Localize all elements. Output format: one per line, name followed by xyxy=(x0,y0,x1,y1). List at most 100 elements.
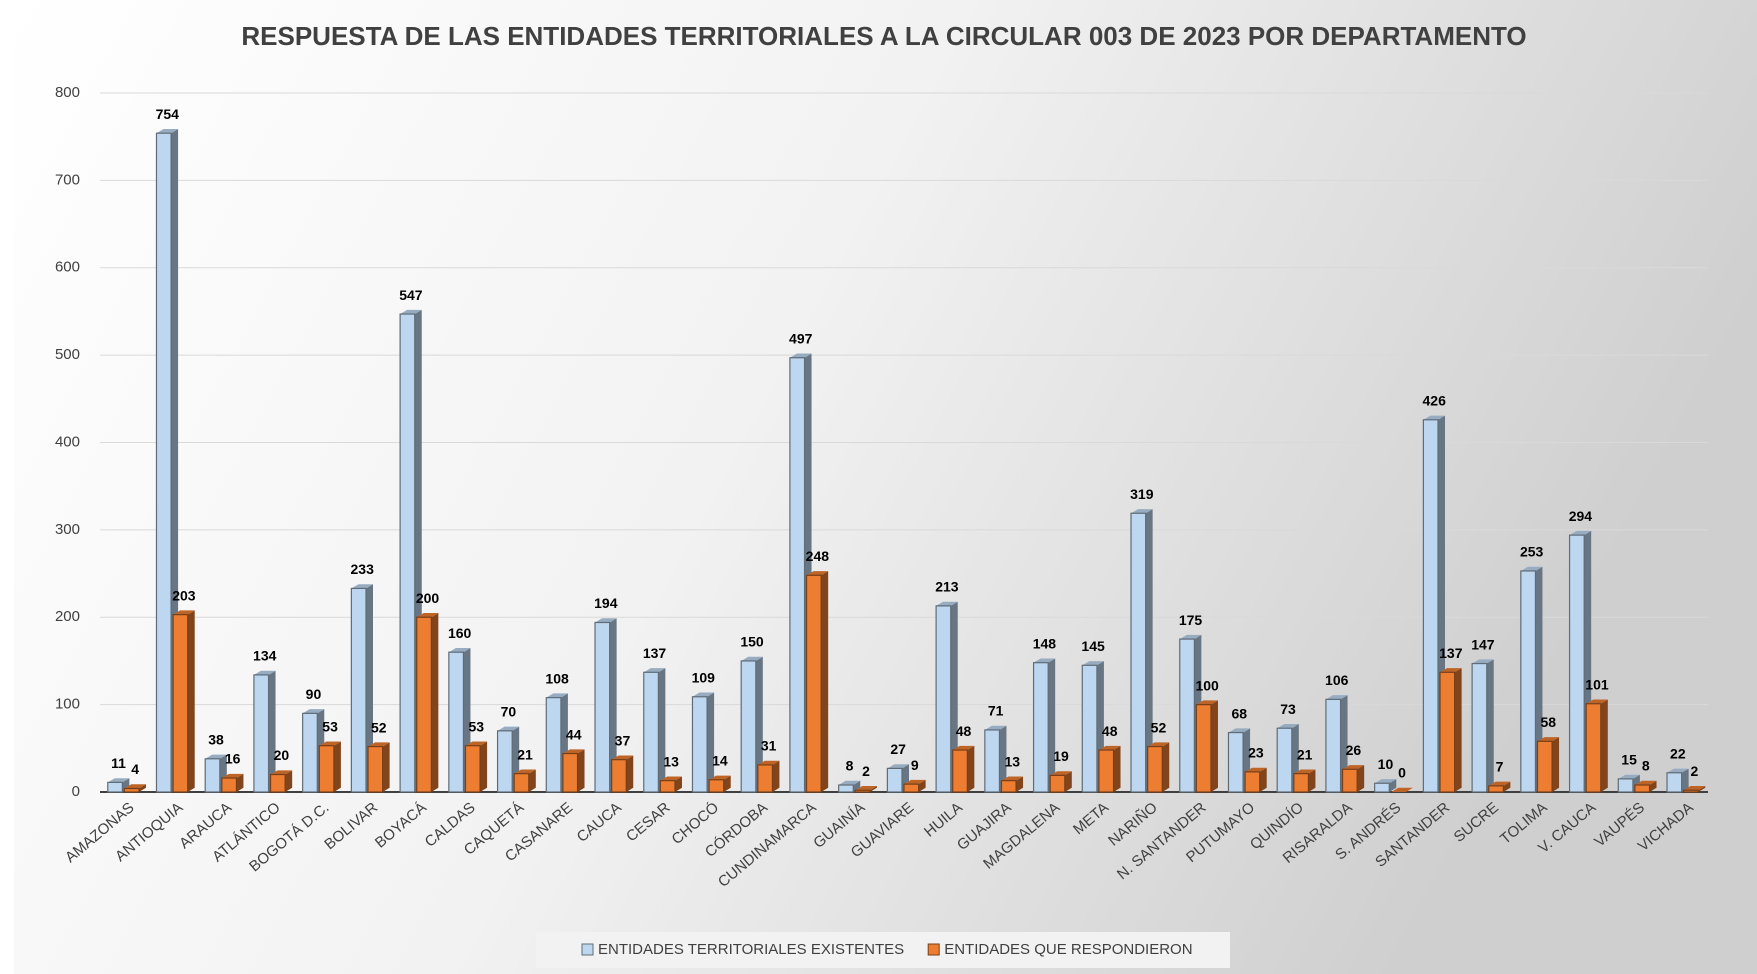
bar-side xyxy=(285,770,293,792)
value-label: 11 xyxy=(111,755,126,771)
bar-top xyxy=(221,773,244,779)
bar xyxy=(1439,671,1456,793)
bar xyxy=(464,745,481,793)
bar-top xyxy=(270,770,293,775)
bar-top xyxy=(416,613,439,618)
bar xyxy=(886,767,903,793)
bar-side xyxy=(1552,737,1560,792)
bar xyxy=(1471,662,1488,793)
value-label: 754 xyxy=(156,106,180,122)
value-label: 497 xyxy=(789,330,813,346)
value-label: 248 xyxy=(806,548,830,564)
bar xyxy=(1195,704,1212,793)
bar xyxy=(838,784,854,793)
bar-side xyxy=(967,745,975,792)
value-label: 137 xyxy=(643,645,667,661)
bar-top xyxy=(1423,415,1445,420)
bar xyxy=(1244,771,1261,793)
bar-side xyxy=(1357,765,1365,792)
bar xyxy=(1147,745,1163,793)
bar-side xyxy=(609,618,617,792)
value-label: 175 xyxy=(1179,612,1203,628)
bar-top xyxy=(253,670,276,675)
bar-top xyxy=(1342,765,1365,770)
bar-side xyxy=(236,773,244,792)
bar-top xyxy=(1050,771,1072,776)
bar-side xyxy=(950,601,958,792)
bar-side xyxy=(187,610,195,792)
bar-top xyxy=(789,353,812,358)
value-label: 70 xyxy=(501,704,517,720)
bar xyxy=(789,357,806,793)
y-tick-label: 400 xyxy=(55,433,80,450)
y-tick-label: 600 xyxy=(55,259,80,276)
bar-top xyxy=(1179,634,1202,640)
y-tick-label: 300 xyxy=(55,521,80,538)
value-label: 9 xyxy=(911,757,919,773)
bar-top xyxy=(1277,724,1299,729)
bar xyxy=(399,313,416,793)
bar-top xyxy=(1391,787,1413,792)
value-label: 52 xyxy=(1151,719,1167,735)
bar-top xyxy=(692,692,715,697)
bar-top xyxy=(1196,700,1218,705)
value-label: 547 xyxy=(399,287,423,303)
bar xyxy=(952,749,968,793)
bar xyxy=(221,777,238,793)
value-label: 8 xyxy=(1642,758,1650,774)
bar-top xyxy=(1586,699,1608,704)
value-label: 8 xyxy=(846,758,854,774)
bar-top xyxy=(1634,780,1657,786)
bar xyxy=(659,780,676,793)
bar-top xyxy=(1537,737,1560,742)
bar-top xyxy=(936,601,958,606)
bar xyxy=(1683,789,1699,793)
bar-top xyxy=(351,584,373,589)
bar-top xyxy=(156,128,179,134)
bar-top xyxy=(887,764,909,769)
bar-side xyxy=(918,779,926,792)
bar-top xyxy=(546,693,568,698)
bar-side xyxy=(333,741,341,792)
bar-top xyxy=(1569,530,1592,536)
bar-side xyxy=(1016,776,1024,792)
bar xyxy=(107,781,123,793)
bar-side xyxy=(528,769,536,792)
value-label: 7 xyxy=(1496,759,1504,775)
bar-top xyxy=(1245,767,1267,772)
bar-top xyxy=(1325,695,1348,700)
value-label: 145 xyxy=(1081,638,1105,654)
bar-side xyxy=(853,780,861,792)
bar xyxy=(302,712,318,793)
value-label: 13 xyxy=(1004,753,1020,769)
bar-side xyxy=(1259,767,1267,792)
value-label: 101 xyxy=(1585,676,1609,692)
bar-top xyxy=(1001,776,1024,781)
bar xyxy=(1049,774,1066,793)
bar xyxy=(1098,749,1115,793)
bar xyxy=(155,132,172,793)
value-label: 31 xyxy=(761,738,777,754)
bar xyxy=(448,651,465,793)
bar-top xyxy=(838,780,861,786)
bar-top xyxy=(952,745,975,751)
value-label: 108 xyxy=(545,670,569,686)
bar-top xyxy=(400,309,422,315)
legend-swatch xyxy=(581,943,594,956)
bar-top xyxy=(368,742,390,747)
bar-top xyxy=(1440,668,1462,673)
y-tick-label: 800 xyxy=(55,84,80,101)
bar xyxy=(318,745,335,793)
bar-top xyxy=(757,760,780,765)
value-label: 4 xyxy=(131,761,139,777)
y-tick-label: 100 xyxy=(55,696,80,713)
bar-side xyxy=(1162,742,1170,792)
value-label: 200 xyxy=(416,590,440,606)
value-label: 37 xyxy=(615,732,631,748)
bar xyxy=(1422,419,1439,793)
bar-side xyxy=(1389,779,1397,792)
value-label: 16 xyxy=(225,751,241,767)
legend-swatch xyxy=(927,943,940,956)
bar-side xyxy=(1486,659,1494,792)
value-label: 426 xyxy=(1423,392,1447,408)
